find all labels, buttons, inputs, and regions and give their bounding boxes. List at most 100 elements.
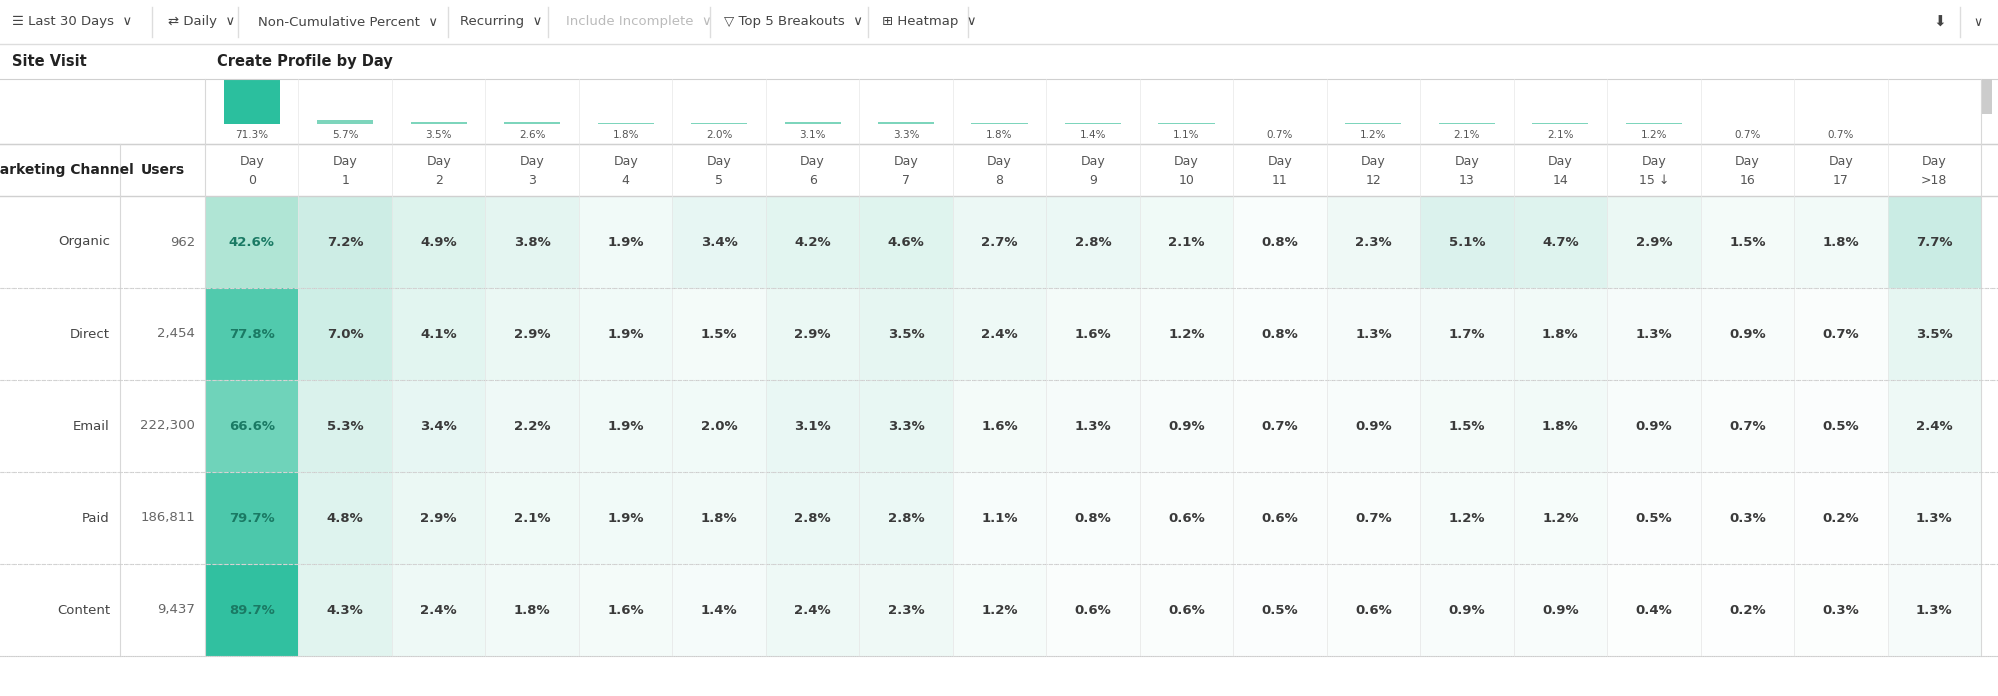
Text: 2.1%: 2.1% — [1546, 130, 1572, 140]
Text: 1.2%: 1.2% — [981, 603, 1017, 617]
Text: 2,454: 2,454 — [158, 328, 196, 340]
Text: 0.2%: 0.2% — [1822, 512, 1858, 525]
Text: Day: Day — [1734, 155, 1758, 168]
Text: 2: 2 — [434, 174, 442, 187]
Bar — [1419, 564, 1512, 656]
Bar — [486, 380, 579, 472]
Bar — [392, 564, 486, 656]
Text: 1.1%: 1.1% — [1173, 130, 1199, 140]
Text: 14: 14 — [1552, 174, 1568, 187]
Text: 3.4%: 3.4% — [701, 235, 737, 248]
Text: 2.8%: 2.8% — [1075, 235, 1111, 248]
Bar — [859, 196, 953, 288]
Bar — [1512, 288, 1606, 380]
Text: 1.5%: 1.5% — [1728, 235, 1764, 248]
Bar — [1045, 288, 1139, 380]
Text: Marketing Channel: Marketing Channel — [0, 163, 134, 177]
Bar — [1419, 196, 1512, 288]
Bar — [765, 288, 859, 380]
Text: Day: Day — [519, 155, 543, 168]
Text: 71.3%: 71.3% — [236, 130, 268, 140]
Bar — [392, 196, 486, 288]
Text: 7: 7 — [901, 174, 909, 187]
Text: 2.4%: 2.4% — [420, 603, 458, 617]
Text: 4.3%: 4.3% — [326, 603, 364, 617]
Bar — [859, 288, 953, 380]
Bar — [206, 472, 298, 564]
Bar — [765, 472, 859, 564]
Bar — [971, 123, 1027, 124]
Text: 0.9%: 0.9% — [1540, 603, 1578, 617]
Bar — [579, 380, 671, 472]
Text: 1.8%: 1.8% — [1540, 420, 1578, 432]
Bar — [224, 79, 280, 124]
Text: 1.9%: 1.9% — [607, 512, 643, 525]
Text: >18: >18 — [1920, 174, 1946, 187]
Text: Create Profile by Day: Create Profile by Day — [218, 54, 392, 69]
Text: 1.8%: 1.8% — [985, 130, 1013, 140]
Bar — [1233, 288, 1327, 380]
Text: Recurring  ∨: Recurring ∨ — [460, 15, 541, 29]
Bar — [1045, 564, 1139, 656]
Bar — [765, 564, 859, 656]
Text: Day: Day — [799, 155, 825, 168]
Text: 17: 17 — [1832, 174, 1848, 187]
Bar — [206, 196, 298, 288]
Bar — [671, 380, 765, 472]
Bar — [953, 288, 1045, 380]
Bar — [486, 196, 579, 288]
Bar — [1139, 288, 1233, 380]
Text: 2.3%: 2.3% — [1355, 235, 1391, 248]
Bar — [0, 44, 1998, 79]
Text: 1.2%: 1.2% — [1449, 512, 1485, 525]
Text: 2.2%: 2.2% — [513, 420, 549, 432]
Text: Day: Day — [240, 155, 264, 168]
Text: 2.9%: 2.9% — [420, 512, 458, 525]
Text: 0.3%: 0.3% — [1822, 603, 1858, 617]
Text: 1.9%: 1.9% — [607, 420, 643, 432]
Text: ▽ Top 5 Breakouts  ∨: ▽ Top 5 Breakouts ∨ — [723, 15, 863, 29]
Text: 0.8%: 0.8% — [1261, 328, 1297, 340]
Text: 9: 9 — [1089, 174, 1097, 187]
Text: 1.5%: 1.5% — [701, 328, 737, 340]
Text: 1.3%: 1.3% — [1914, 603, 1952, 617]
Text: 3.3%: 3.3% — [887, 420, 923, 432]
Bar — [1327, 288, 1419, 380]
Bar — [392, 288, 486, 380]
Text: 4: 4 — [621, 174, 629, 187]
Text: 4.2%: 4.2% — [793, 235, 831, 248]
Bar — [0, 196, 1998, 288]
Text: 0.7%: 0.7% — [1732, 130, 1760, 140]
Text: Organic: Organic — [58, 235, 110, 248]
Text: 2.3%: 2.3% — [887, 603, 923, 617]
Text: 1.3%: 1.3% — [1634, 328, 1670, 340]
Text: 0.7%: 0.7% — [1267, 130, 1293, 140]
Text: 4.8%: 4.8% — [326, 512, 364, 525]
Text: Day: Day — [426, 155, 452, 168]
Text: 7.0%: 7.0% — [328, 328, 364, 340]
Bar — [1886, 196, 1980, 288]
Text: 6: 6 — [809, 174, 815, 187]
Text: Paid: Paid — [82, 512, 110, 525]
Bar — [1792, 564, 1886, 656]
Bar — [392, 472, 486, 564]
Text: 2.4%: 2.4% — [981, 328, 1017, 340]
Text: 3.1%: 3.1% — [799, 130, 825, 140]
Text: 9,437: 9,437 — [158, 603, 196, 617]
Text: 1.6%: 1.6% — [607, 603, 643, 617]
Text: 0.6%: 0.6% — [1075, 603, 1111, 617]
Text: Day: Day — [893, 155, 917, 168]
Text: 11: 11 — [1271, 174, 1287, 187]
Text: 15 ↓: 15 ↓ — [1638, 174, 1668, 187]
Bar — [1792, 380, 1886, 472]
Bar — [1345, 123, 1401, 124]
Text: 0.7%: 0.7% — [1826, 130, 1852, 140]
Bar — [298, 472, 392, 564]
Text: 0.6%: 0.6% — [1261, 512, 1297, 525]
Bar — [953, 380, 1045, 472]
Bar — [1139, 196, 1233, 288]
Bar — [1980, 79, 1990, 114]
Bar — [671, 472, 765, 564]
Text: 4.1%: 4.1% — [420, 328, 458, 340]
Text: 3.4%: 3.4% — [420, 420, 458, 432]
